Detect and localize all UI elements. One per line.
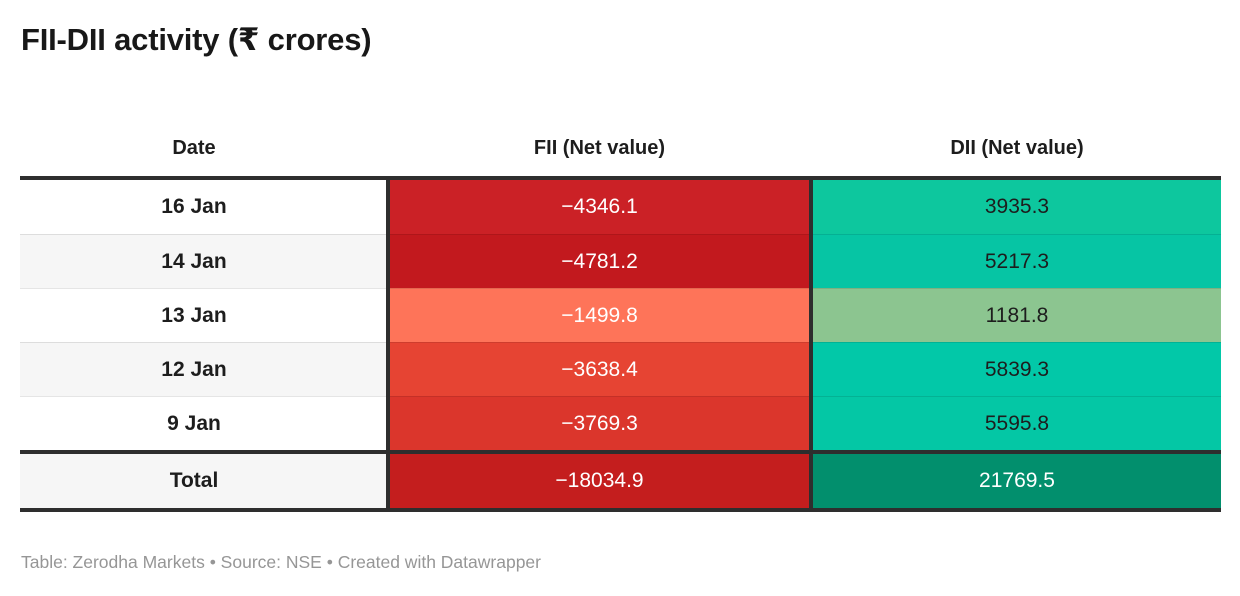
column-header-fii: FII (Net value) bbox=[533, 136, 666, 159]
column-divider bbox=[809, 180, 813, 234]
table-footnote: Table: Zerodha Markets • Source: NSE • C… bbox=[21, 552, 541, 572]
dii-value-cell: 1181.8 bbox=[813, 288, 1221, 342]
table-header-row: Date FII (Net value) DII (Net value) bbox=[20, 120, 1221, 176]
column-header-dii: DII (Net value) bbox=[950, 136, 1084, 159]
dii-value-cell: 21769.5 bbox=[813, 454, 1221, 508]
column-divider bbox=[386, 234, 390, 288]
date-cell: 13 Jan bbox=[20, 288, 386, 342]
column-divider bbox=[386, 454, 390, 508]
date-cell: 9 Jan bbox=[20, 396, 386, 450]
column-divider bbox=[809, 288, 813, 342]
column-divider bbox=[386, 342, 390, 396]
dii-value-cell: 5217.3 bbox=[813, 234, 1221, 288]
table-row: 12 Jan −3638.4 5839.3 bbox=[20, 342, 1221, 396]
table-row: 14 Jan −4781.2 5217.3 bbox=[20, 234, 1221, 288]
column-divider bbox=[809, 454, 813, 508]
date-cell: 12 Jan bbox=[20, 342, 386, 396]
fii-dii-table: Date FII (Net value) DII (Net value) 16 … bbox=[20, 120, 1221, 512]
table-row: 16 Jan −4346.1 3935.3 bbox=[20, 180, 1221, 234]
dii-value-cell: 3935.3 bbox=[813, 180, 1221, 234]
date-cell: 14 Jan bbox=[20, 234, 386, 288]
table-row: 13 Jan −1499.8 1181.8 bbox=[20, 288, 1221, 342]
fii-value-cell: −3638.4 bbox=[390, 342, 809, 396]
dii-value-cell: 5595.8 bbox=[813, 396, 1221, 450]
fii-value-cell: −3769.3 bbox=[390, 396, 809, 450]
column-divider bbox=[386, 288, 390, 342]
table-total-section: Total −18034.9 21769.5 bbox=[20, 450, 1221, 512]
fii-value-cell: −1499.8 bbox=[390, 288, 809, 342]
fii-value-cell: −4781.2 bbox=[390, 234, 809, 288]
total-label: Total bbox=[20, 454, 386, 508]
fii-value-cell: −4346.1 bbox=[390, 180, 809, 234]
column-header-date: Date bbox=[172, 136, 216, 159]
chart-title: FII-DII activity (₹ crores) bbox=[21, 22, 372, 57]
column-divider bbox=[809, 396, 813, 450]
table-body: 16 Jan −4346.1 3935.3 14 Jan −4781.2 5217.3 13… bbox=[20, 176, 1221, 450]
column-divider bbox=[809, 234, 813, 288]
fii-value-cell: −18034.9 bbox=[390, 454, 809, 508]
table-total-row: Total −18034.9 21769.5 bbox=[20, 454, 1221, 508]
column-divider bbox=[809, 342, 813, 396]
column-divider bbox=[386, 180, 390, 234]
column-divider bbox=[386, 396, 390, 450]
date-cell: 16 Jan bbox=[20, 180, 386, 234]
table-row: 9 Jan −3769.3 5595.8 bbox=[20, 396, 1221, 450]
dii-value-cell: 5839.3 bbox=[813, 342, 1221, 396]
